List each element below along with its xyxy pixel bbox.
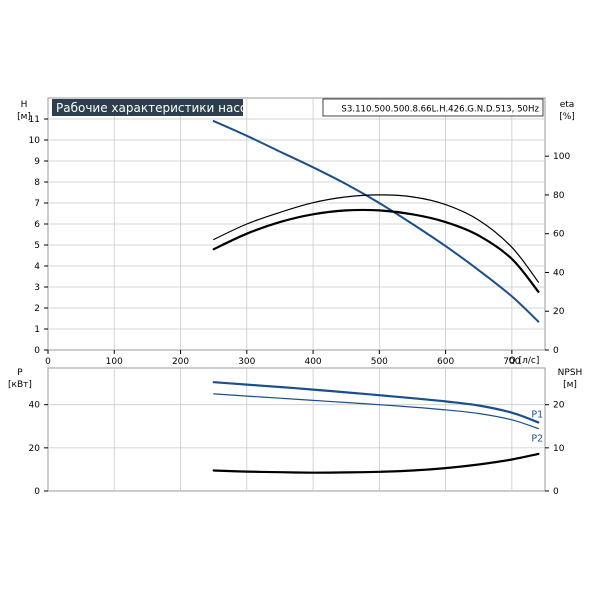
bottom-plot-grid bbox=[48, 368, 545, 491]
title-box bbox=[52, 99, 243, 116]
top-series-0-line bbox=[212, 120, 540, 323]
y-axis-right-label: eta bbox=[560, 100, 575, 110]
power-axis-label: P bbox=[17, 368, 23, 378]
top-series-1-line bbox=[213, 194, 539, 283]
top-right-tick-label: 40 bbox=[553, 268, 565, 278]
top-plot-grid bbox=[48, 98, 545, 350]
series-p2-line bbox=[213, 393, 539, 430]
top-y-ticks-left: 0 1 2 3 4 5 6 7 8 9 10 11 bbox=[29, 115, 48, 356]
top-right-tick-label: 20 bbox=[553, 307, 565, 317]
top-left-tick-label: 9 bbox=[34, 157, 40, 167]
top-right-tick-label: 100 bbox=[553, 152, 570, 162]
top-series-2-line bbox=[212, 208, 540, 293]
y-axis-left-unit: [м] bbox=[17, 112, 31, 122]
bottom-right-tick-label: 0 bbox=[553, 487, 559, 497]
top-left-tick-label: 2 bbox=[34, 304, 40, 314]
x-tick-label: 400 bbox=[304, 357, 321, 367]
bottom-left-tick-label: 20 bbox=[29, 444, 41, 454]
top-right-tick-label: 80 bbox=[553, 191, 565, 201]
x-tick-label: 600 bbox=[437, 357, 454, 367]
bottom-plot-curves: P1 P2 bbox=[212, 381, 543, 474]
top-left-tick-label: 4 bbox=[34, 262, 40, 272]
top-right-tick-label: 60 bbox=[553, 230, 565, 240]
bottom-right-tick-label: 10 bbox=[553, 444, 565, 454]
power-axis-unit: [кВт] bbox=[8, 380, 32, 390]
x-tick-label: 200 bbox=[172, 357, 189, 367]
series-p2-label: P2 bbox=[531, 434, 543, 445]
bottom-left-tick-label: 40 bbox=[29, 401, 41, 411]
bottom-y-ticks-right: 0 10 20 bbox=[545, 401, 565, 497]
series-p1-line bbox=[212, 381, 540, 424]
x-tick-label: 500 bbox=[371, 357, 388, 367]
chart-title: Рабочие характеристики насоса bbox=[56, 101, 261, 115]
series-p1-label: P1 bbox=[531, 409, 543, 420]
x-tick-label: 700 bbox=[503, 357, 520, 367]
x-tick-label: 0 bbox=[45, 357, 51, 367]
top-plot-curves bbox=[212, 120, 540, 323]
y-axis-right-unit: [%] bbox=[559, 112, 575, 122]
x-tick-label: 300 bbox=[238, 357, 255, 367]
top-left-tick-label: 6 bbox=[34, 220, 40, 230]
top-left-tick-label: 8 bbox=[34, 178, 40, 188]
bottom-y-ticks-left: 0 20 40 bbox=[29, 401, 48, 497]
top-right-tick-label: 0 bbox=[553, 346, 559, 356]
npsh-axis-unit: [м] bbox=[563, 380, 577, 390]
model-label-box bbox=[322, 98, 544, 117]
top-left-tick-label: 10 bbox=[29, 136, 41, 146]
top-left-tick-label: 7 bbox=[34, 199, 40, 209]
x-axis-ticks: 0 100 200 300 400 500 600 700 bbox=[45, 350, 521, 367]
top-left-tick-label: 0 bbox=[34, 346, 40, 356]
bottom-series-2-line bbox=[212, 452, 540, 474]
x-tick-label: 100 bbox=[106, 357, 123, 367]
y-axis-left-label: H bbox=[21, 100, 28, 110]
model-label: S3.110.500.500.8.66L.H.426.G.N.D.513, 50… bbox=[341, 105, 539, 115]
x-axis-label: Q [л/с] bbox=[509, 356, 540, 366]
bottom-right-tick-label: 20 bbox=[553, 401, 565, 411]
top-left-tick-label: 3 bbox=[34, 283, 40, 293]
top-left-tick-label: 11 bbox=[29, 115, 40, 125]
bottom-left-tick-label: 0 bbox=[34, 487, 40, 497]
npsh-axis-label: NPSH bbox=[558, 368, 583, 378]
top-left-tick-label: 1 bbox=[34, 325, 40, 335]
top-left-tick-label: 5 bbox=[34, 241, 40, 251]
top-y-ticks-right: 0 20 40 60 80 100 bbox=[545, 152, 570, 356]
